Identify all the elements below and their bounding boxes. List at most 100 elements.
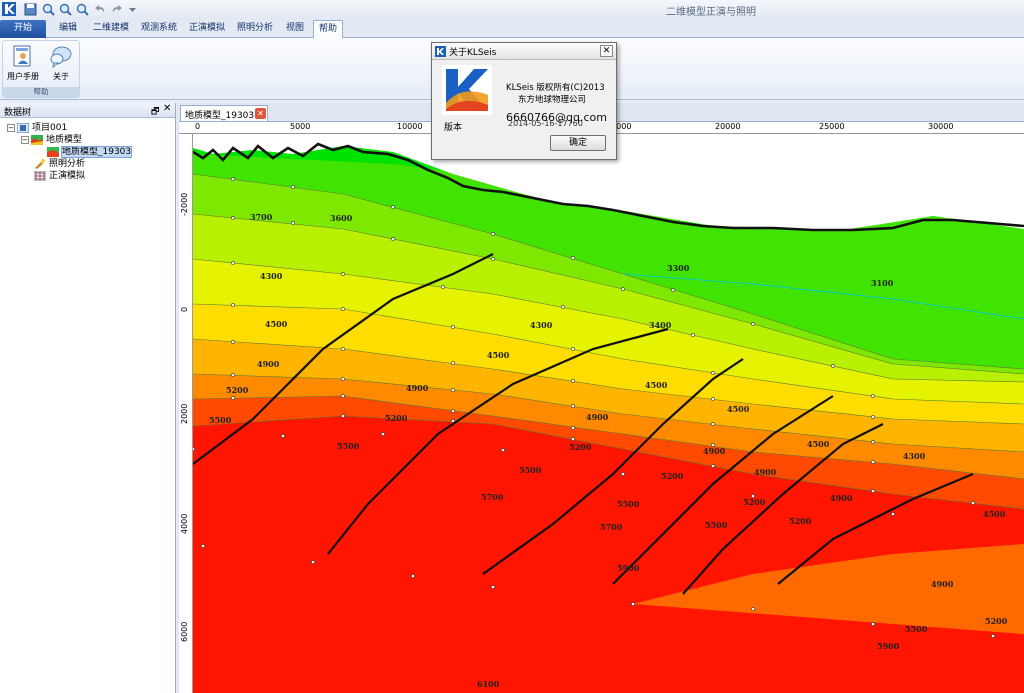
tree-node-label: 地质模型	[46, 135, 83, 145]
ruler-y-label: 4000	[180, 513, 189, 534]
velocity-label: 4900	[703, 446, 726, 456]
data-tree-panel: 数据树 🗗 ✕ − 项目001 − 地质模型 地质模型_19303 照明分析 正演模…	[0, 103, 176, 693]
title-bar: 二维模型正演与照明	[0, 0, 1024, 19]
sky-above-topography	[193, 134, 1024, 230]
tree-node-project[interactable]: − 项目001	[7, 122, 67, 134]
undo-icon[interactable]	[94, 3, 107, 16]
ribbon-tab-bar: 开始 编辑 二维建模 观测系统 正演模拟 照明分析 视图 帮助	[0, 19, 1024, 38]
help-group-label: 帮助	[3, 87, 79, 97]
about-button[interactable]: 关于	[43, 42, 79, 88]
document-tab[interactable]: 地质模型_19303 ✕	[180, 105, 268, 121]
ruler-y-label: 0	[180, 306, 189, 312]
velocity-label: 4500	[807, 439, 830, 449]
velocity-model-map[interactable]: 3700 3600 4300 3300 3100 4500 4300 3400 …	[193, 134, 1024, 693]
velocity-label: 3300	[667, 263, 690, 273]
velocity-label: 4900	[586, 412, 609, 422]
fault-lines	[193, 253, 974, 595]
model-canvas[interactable]: 0 5000 10000 15000 20000 25000 30000 -20…	[179, 121, 1024, 693]
velocity-label: 6100	[477, 679, 500, 689]
tree-node-label: 正演模拟	[49, 171, 86, 181]
velocity-label: 4900	[830, 493, 853, 503]
tab-observation-system[interactable]: 观测系统	[140, 23, 177, 33]
layer-orange-wedge	[633, 544, 1024, 634]
document-area: 地质模型_19303 ✕ 0 5000 10000 15000 20000 25…	[177, 103, 1024, 693]
velocity-label: 5900	[877, 641, 900, 651]
document-tab-close-icon[interactable]: ✕	[255, 108, 266, 119]
document-tab-label: 地质模型_19303	[185, 111, 255, 121]
ruler-x-label: 30000	[928, 122, 954, 131]
ruler-x-label: 0	[195, 122, 201, 131]
customize-quick-access-icon[interactable]	[126, 3, 139, 16]
tree-node-geologic-model[interactable]: − 地质模型	[21, 134, 82, 146]
window-title: 二维模型正演与照明	[666, 7, 756, 18]
zoom-fit-icon[interactable]	[76, 3, 89, 16]
about-speech-bubble-icon	[50, 46, 72, 68]
tree-node-geologic-model-19303[interactable]: 地质模型_19303	[47, 146, 133, 158]
velocity-label: 5200	[569, 442, 592, 452]
ruler-x-label: 20000	[715, 122, 741, 131]
velocity-label: 4900	[257, 359, 280, 369]
tab-2d-modeling[interactable]: 二维建模	[92, 23, 129, 33]
company-text: 东方地球物理公司	[518, 95, 587, 105]
redo-icon[interactable]	[110, 3, 123, 16]
velocity-label: 3400	[649, 320, 672, 330]
tree-node-label: 照明分析	[49, 159, 86, 169]
user-manual-button[interactable]: 用户手册	[5, 42, 41, 88]
velocity-label: 5200	[743, 497, 766, 507]
tree-node-label: 项目001	[32, 123, 68, 133]
zoom-out-icon[interactable]	[59, 3, 72, 16]
tab-edit[interactable]: 编辑	[58, 23, 77, 33]
tab-forward-modeling[interactable]: 正演模拟	[188, 23, 225, 33]
vertical-ruler: -2000 0 2000 4000 6000	[179, 134, 193, 693]
tab-view[interactable]: 视图	[285, 23, 304, 33]
velocity-labels: 3700 3600 4300 3300 3100 4500 4300 3400 …	[209, 212, 1008, 689]
velocity-label: 5900	[617, 563, 640, 573]
velocity-label: 4500	[487, 350, 510, 360]
illumination-icon	[35, 158, 45, 169]
ruler-x-label: 15000	[606, 122, 632, 131]
model-file-icon	[47, 146, 59, 157]
velocity-label: 5200	[985, 616, 1008, 626]
velocity-label: 5500	[905, 624, 928, 634]
ruler-x-label: 5000	[290, 122, 311, 131]
layer-red	[193, 434, 1024, 693]
ruler-y-label: 6000	[180, 621, 189, 642]
velocity-label: 3700	[250, 212, 273, 222]
velocity-label: 5200	[226, 385, 249, 395]
tab-start[interactable]: 开始	[0, 20, 46, 38]
ok-button[interactable]: 确定	[550, 135, 606, 151]
help-ribbon-group: 用户手册 关于 帮助	[2, 40, 80, 98]
panel-close-icon[interactable]: ✕	[163, 103, 172, 114]
velocity-label: 4300	[260, 271, 283, 281]
blue-horizon-line	[622, 273, 1024, 320]
velocity-label: 4900	[406, 383, 429, 393]
tab-help[interactable]: 帮助	[313, 20, 343, 38]
klseis-logo-icon	[435, 46, 446, 57]
dialog-title-bar[interactable]: 关于KLSeis ✕	[432, 43, 616, 60]
tree-node-label: 地质模型_19303	[60, 146, 133, 158]
float-window-icon[interactable]: 🗗	[151, 107, 160, 117]
velocity-label: 3100	[871, 278, 894, 288]
velocity-label: 5200	[385, 413, 408, 423]
dialog-close-icon[interactable]: ✕	[600, 45, 613, 57]
save-icon[interactable]	[24, 3, 37, 16]
geologic-model-folder-icon	[31, 134, 43, 145]
velocity-label: 4900	[754, 467, 777, 477]
zoom-in-icon[interactable]	[42, 3, 55, 16]
tree-node-illumination-analysis[interactable]: 照明分析	[34, 158, 85, 170]
collapse-icon[interactable]: −	[7, 123, 15, 132]
collapse-icon[interactable]: −	[21, 135, 29, 144]
ruler-y-label: -2000	[180, 192, 189, 216]
panel-title: 数据树	[4, 108, 32, 118]
version-label: 版本	[444, 123, 463, 133]
tab-illumination-analysis[interactable]: 照明分析	[236, 23, 273, 33]
about-label: 关于	[53, 72, 69, 81]
velocity-label: 5200	[661, 471, 684, 481]
user-manual-icon	[13, 45, 31, 67]
forward-modeling-icon	[34, 170, 46, 181]
project-icon	[17, 122, 29, 133]
velocity-label: 5200	[789, 516, 812, 526]
tree-node-forward-modeling[interactable]: 正演模拟	[34, 170, 85, 182]
velocity-label: 4500	[983, 509, 1006, 519]
about-dialog: 关于KLSeis ✕ 版本 KLSeis 版权所有(C)2013 东方地球物理公…	[431, 42, 617, 160]
